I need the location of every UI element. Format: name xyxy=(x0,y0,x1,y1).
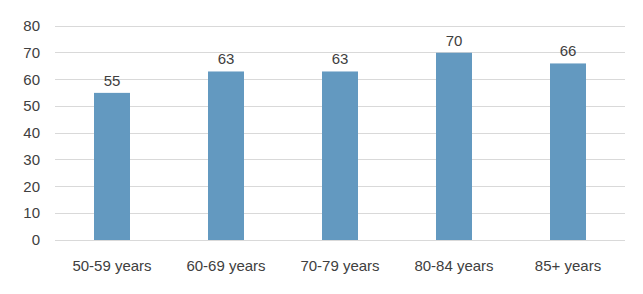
grid-line xyxy=(55,26,625,27)
data-label: 55 xyxy=(104,72,121,89)
chart-container: 0 10 20 30 40 50 60 70 80 55 63 63 70 66 50-59 years 60… xyxy=(0,0,643,294)
y-tick-label: 80 xyxy=(23,17,40,34)
y-tick-label: 70 xyxy=(23,44,40,61)
x-tick-label: 85+ years xyxy=(535,257,601,274)
data-label: 70 xyxy=(446,32,463,49)
data-labels: 55 63 63 70 66 xyxy=(104,32,577,89)
bars xyxy=(94,53,586,240)
y-axis-line xyxy=(55,26,56,240)
y-tick-label: 30 xyxy=(23,151,40,168)
y-tick-label: 20 xyxy=(23,178,40,195)
x-tick-label: 70-79 years xyxy=(300,257,379,274)
bar xyxy=(94,93,130,240)
bar xyxy=(208,71,244,240)
data-label: 63 xyxy=(218,50,235,67)
grid-line xyxy=(55,240,625,241)
x-axis: 50-59 years 60-69 years 70-79 years 80-84 y… xyxy=(55,240,625,274)
x-axis-line xyxy=(55,240,625,241)
grid xyxy=(55,26,625,240)
y-tick-label: 40 xyxy=(23,124,40,141)
y-tick-label: 10 xyxy=(23,204,40,221)
y-axis: 0 10 20 30 40 50 60 70 80 xyxy=(23,17,55,248)
y-tick-label: 50 xyxy=(23,97,40,114)
chart-svg: 0 10 20 30 40 50 60 70 80 55 63 63 70 66 50-59 years 60… xyxy=(0,0,643,294)
y-tick-label: 60 xyxy=(23,71,40,88)
data-label: 66 xyxy=(560,42,577,59)
x-tick-label: 60-69 years xyxy=(186,257,265,274)
bar xyxy=(322,71,358,240)
bar xyxy=(436,53,472,240)
x-tick-label: 50-59 years xyxy=(72,257,151,274)
data-label: 63 xyxy=(332,50,349,67)
x-tick-label: 80-84 years xyxy=(414,257,493,274)
y-tick-label: 0 xyxy=(32,231,40,248)
bar xyxy=(550,63,586,240)
